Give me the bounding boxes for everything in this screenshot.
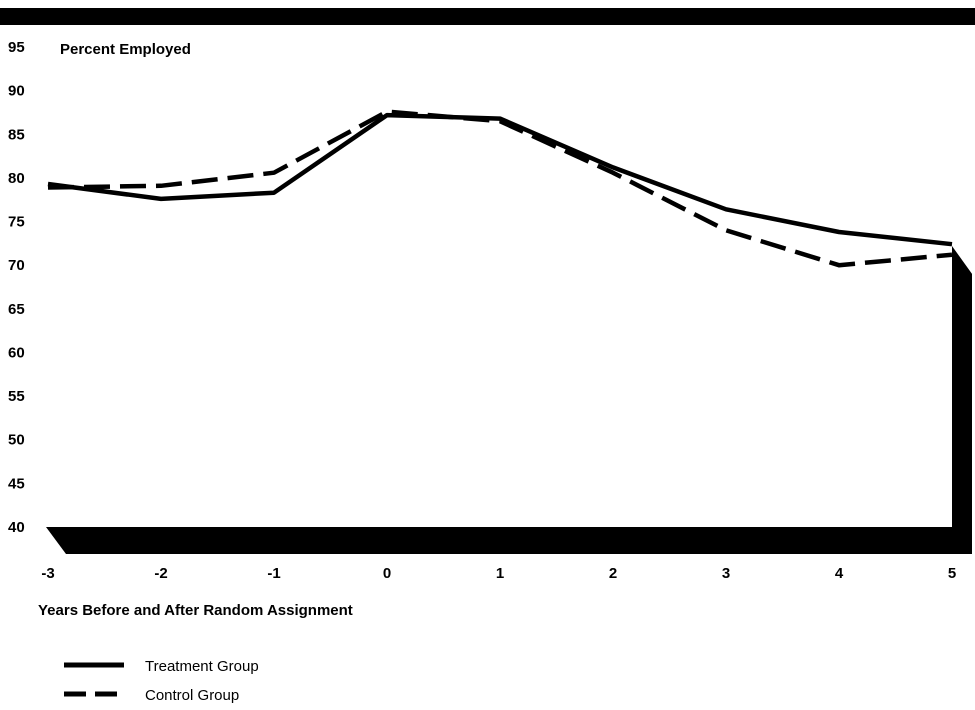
x-axis-ticks: -3 -2 -1 0 1 2 3 4 5	[41, 565, 956, 582]
y-tick-label: 95	[8, 39, 25, 56]
x-tick-label: -3	[41, 565, 54, 582]
treatment-group-line	[47, 112, 953, 247]
top-frame-bar	[0, 8, 975, 25]
y-tick-label: 45	[8, 475, 25, 492]
x-tick-label: 3	[722, 565, 730, 582]
control-group-line	[47, 109, 953, 268]
plot-floor	[46, 527, 952, 554]
legend-label-treatment: Treatment Group	[145, 658, 259, 675]
y-tick-label: 55	[8, 388, 25, 405]
x-tick-label: -1	[267, 565, 280, 582]
y-tick-label: 40	[8, 519, 25, 536]
legend-item-control: Control Group	[64, 687, 239, 704]
y-tick-label: 50	[8, 432, 25, 449]
y-tick-label: 75	[8, 214, 25, 231]
x-axis-title: Years Before and After Random Assignment	[38, 602, 353, 619]
legend: Treatment Group Control Group	[64, 658, 259, 704]
plot-right-wall	[952, 245, 972, 554]
x-tick-label: 1	[496, 565, 504, 582]
y-axis-title: Percent Employed	[60, 41, 191, 58]
y-tick-label: 80	[8, 170, 25, 187]
y-tick-label: 65	[8, 301, 25, 318]
x-tick-label: 0	[383, 565, 391, 582]
y-tick-label: 70	[8, 257, 25, 274]
legend-label-control: Control Group	[145, 687, 239, 704]
x-tick-label: 2	[609, 565, 617, 582]
x-tick-label: -2	[154, 565, 167, 582]
y-tick-label: 60	[8, 344, 25, 361]
legend-item-treatment: Treatment Group	[64, 658, 259, 675]
y-tick-label: 90	[8, 83, 25, 100]
y-axis-ticks: 95 90 85 80 75 70 65 60 55 50 45 40	[8, 39, 25, 536]
plot-frame	[46, 245, 972, 554]
y-tick-label: 85	[8, 126, 25, 143]
x-tick-label: 5	[948, 565, 956, 582]
series-lines	[47, 109, 953, 268]
x-tick-label: 4	[835, 565, 844, 582]
